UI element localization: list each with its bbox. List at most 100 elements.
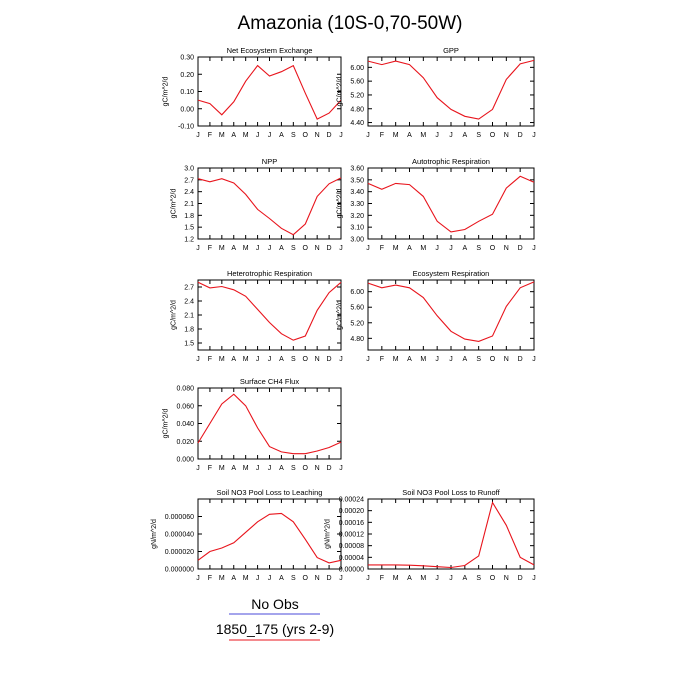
xtick-label: A	[279, 465, 284, 472]
panel-1: Net Ecosystem Exchange -0.10 0.00 0.10 0.20 0…	[163, 46, 343, 139]
ytick-label: 6.00	[350, 65, 364, 72]
ytick-label: 4.40	[350, 120, 364, 127]
ytick-label: 3.30	[350, 201, 364, 208]
plot-frame	[367, 167, 535, 240]
panel-4: Autotrophic Respiration 3.00 3.10 3.20 3.30 3…	[336, 157, 535, 252]
xtick-label: J	[532, 132, 536, 139]
xtick-label: F	[208, 132, 212, 139]
xtick-label: J	[532, 356, 536, 363]
xtick-label: O	[490, 356, 496, 363]
panel-2: GPP 4.40 4.80 5.20 5.60 6.00 J F M A M J J A S O N D JgC/m…	[336, 46, 535, 139]
xtick-label: D	[518, 132, 523, 139]
ytick-label: 1.8	[184, 327, 194, 334]
xtick-label: J	[268, 465, 272, 472]
xtick-label: S	[476, 356, 481, 363]
ytick-label: 0.040	[176, 421, 194, 428]
xtick-label: N	[504, 356, 509, 363]
xtick-label: J	[366, 575, 370, 582]
ytick-label: 0.000020	[165, 549, 194, 556]
xtick-label: S	[291, 575, 296, 582]
series-line	[197, 177, 342, 236]
ytick-label: 4.80	[350, 336, 364, 343]
ytick-label: 0.00000	[339, 567, 364, 574]
ytick-label: 4.80	[350, 106, 364, 113]
xtick-label: D	[518, 575, 523, 582]
xtick-label: A	[279, 575, 284, 582]
ytick-label: 0.10	[180, 89, 194, 96]
ytick-label: 0.020	[176, 439, 194, 446]
xtick-label: M	[243, 245, 249, 252]
panel-title: Soil NO3 Pool Loss to Leaching	[217, 488, 323, 497]
plot-frame	[197, 167, 342, 240]
xtick-label: D	[327, 575, 332, 582]
ytick-label: 0.00	[180, 106, 194, 113]
xtick-label: O	[303, 132, 309, 139]
ytick-label: 0.000060	[165, 514, 194, 521]
xtick-label: M	[243, 575, 249, 582]
xtick-label: J	[449, 575, 453, 582]
xtick-label: D	[327, 356, 332, 363]
ytick-label: 5.60	[350, 305, 364, 312]
xtick-label: O	[303, 465, 309, 472]
xtick-label: S	[291, 465, 296, 472]
ytick-label: 0.00004	[339, 555, 364, 562]
panel-title: NPP	[262, 157, 277, 166]
xtick-label: J	[268, 245, 272, 252]
y-axis-label: gC/m^2/d	[170, 300, 177, 330]
panel-title: Net Ecosystem Exchange	[227, 46, 313, 55]
xtick-label: J	[532, 245, 536, 252]
xtick-label: A	[231, 245, 236, 252]
ytick-label: 3.20	[350, 213, 364, 220]
ytick-label: 0.000040	[165, 532, 194, 539]
xtick-label: S	[476, 132, 481, 139]
xtick-label: M	[420, 132, 426, 139]
xtick-label: J	[196, 245, 200, 252]
xtick-label: N	[315, 465, 320, 472]
xtick-label: J	[256, 356, 260, 363]
panel-title: Soil NO3 Pool Loss to Runoff	[402, 488, 500, 497]
xtick-label: A	[231, 132, 236, 139]
xtick-label: J	[256, 245, 260, 252]
xtick-label: J	[196, 575, 200, 582]
figure-title: Amazonia (10S-0,70-50W)	[238, 13, 463, 34]
ytick-label: 0.00020	[339, 508, 364, 515]
series-line	[368, 501, 535, 569]
ytick-label: 3.40	[350, 189, 364, 196]
ytick-label: 1.8	[184, 213, 194, 220]
panel-8: Soil NO3 Pool Loss to Leaching 0.000000 0.…	[151, 488, 343, 582]
legend-model-label: 1850_175 (yrs 2-9)	[216, 621, 334, 637]
y-axis-label: gC/m^2/d	[336, 189, 343, 219]
ytick-label: 0.00016	[339, 520, 364, 527]
xtick-label: N	[504, 132, 509, 139]
ytick-label: 3.0	[184, 166, 194, 173]
xtick-label: O	[303, 245, 309, 252]
ytick-label: 3.00	[350, 237, 364, 244]
xtick-label: J	[339, 245, 343, 252]
xtick-label: F	[208, 245, 212, 252]
plot-frame	[197, 387, 342, 460]
xtick-label: M	[219, 132, 225, 139]
xtick-label: F	[208, 356, 212, 363]
xtick-label: S	[291, 245, 296, 252]
xtick-label: F	[380, 132, 384, 139]
plot-frame	[197, 56, 342, 127]
xtick-label: J	[449, 245, 453, 252]
xtick-label: D	[327, 465, 332, 472]
legend: No Obs 1850_175 (yrs 2-9)	[216, 596, 334, 641]
xtick-label: M	[219, 575, 225, 582]
ytick-label: 5.20	[350, 320, 364, 327]
xtick-label: J	[339, 575, 343, 582]
ytick-label: 0.20	[180, 72, 194, 79]
xtick-label: M	[243, 465, 249, 472]
xtick-label: F	[208, 465, 212, 472]
xtick-label: N	[504, 575, 509, 582]
xtick-label: F	[380, 356, 384, 363]
ytick-label: -0.10	[178, 124, 194, 131]
legend-obs-label: No Obs	[251, 596, 298, 612]
ytick-label: 5.60	[350, 79, 364, 86]
plot-frame	[367, 498, 535, 570]
ytick-label: 0.060	[176, 403, 194, 410]
xtick-label: J	[449, 356, 453, 363]
xtick-label: S	[291, 132, 296, 139]
xtick-label: M	[393, 356, 399, 363]
